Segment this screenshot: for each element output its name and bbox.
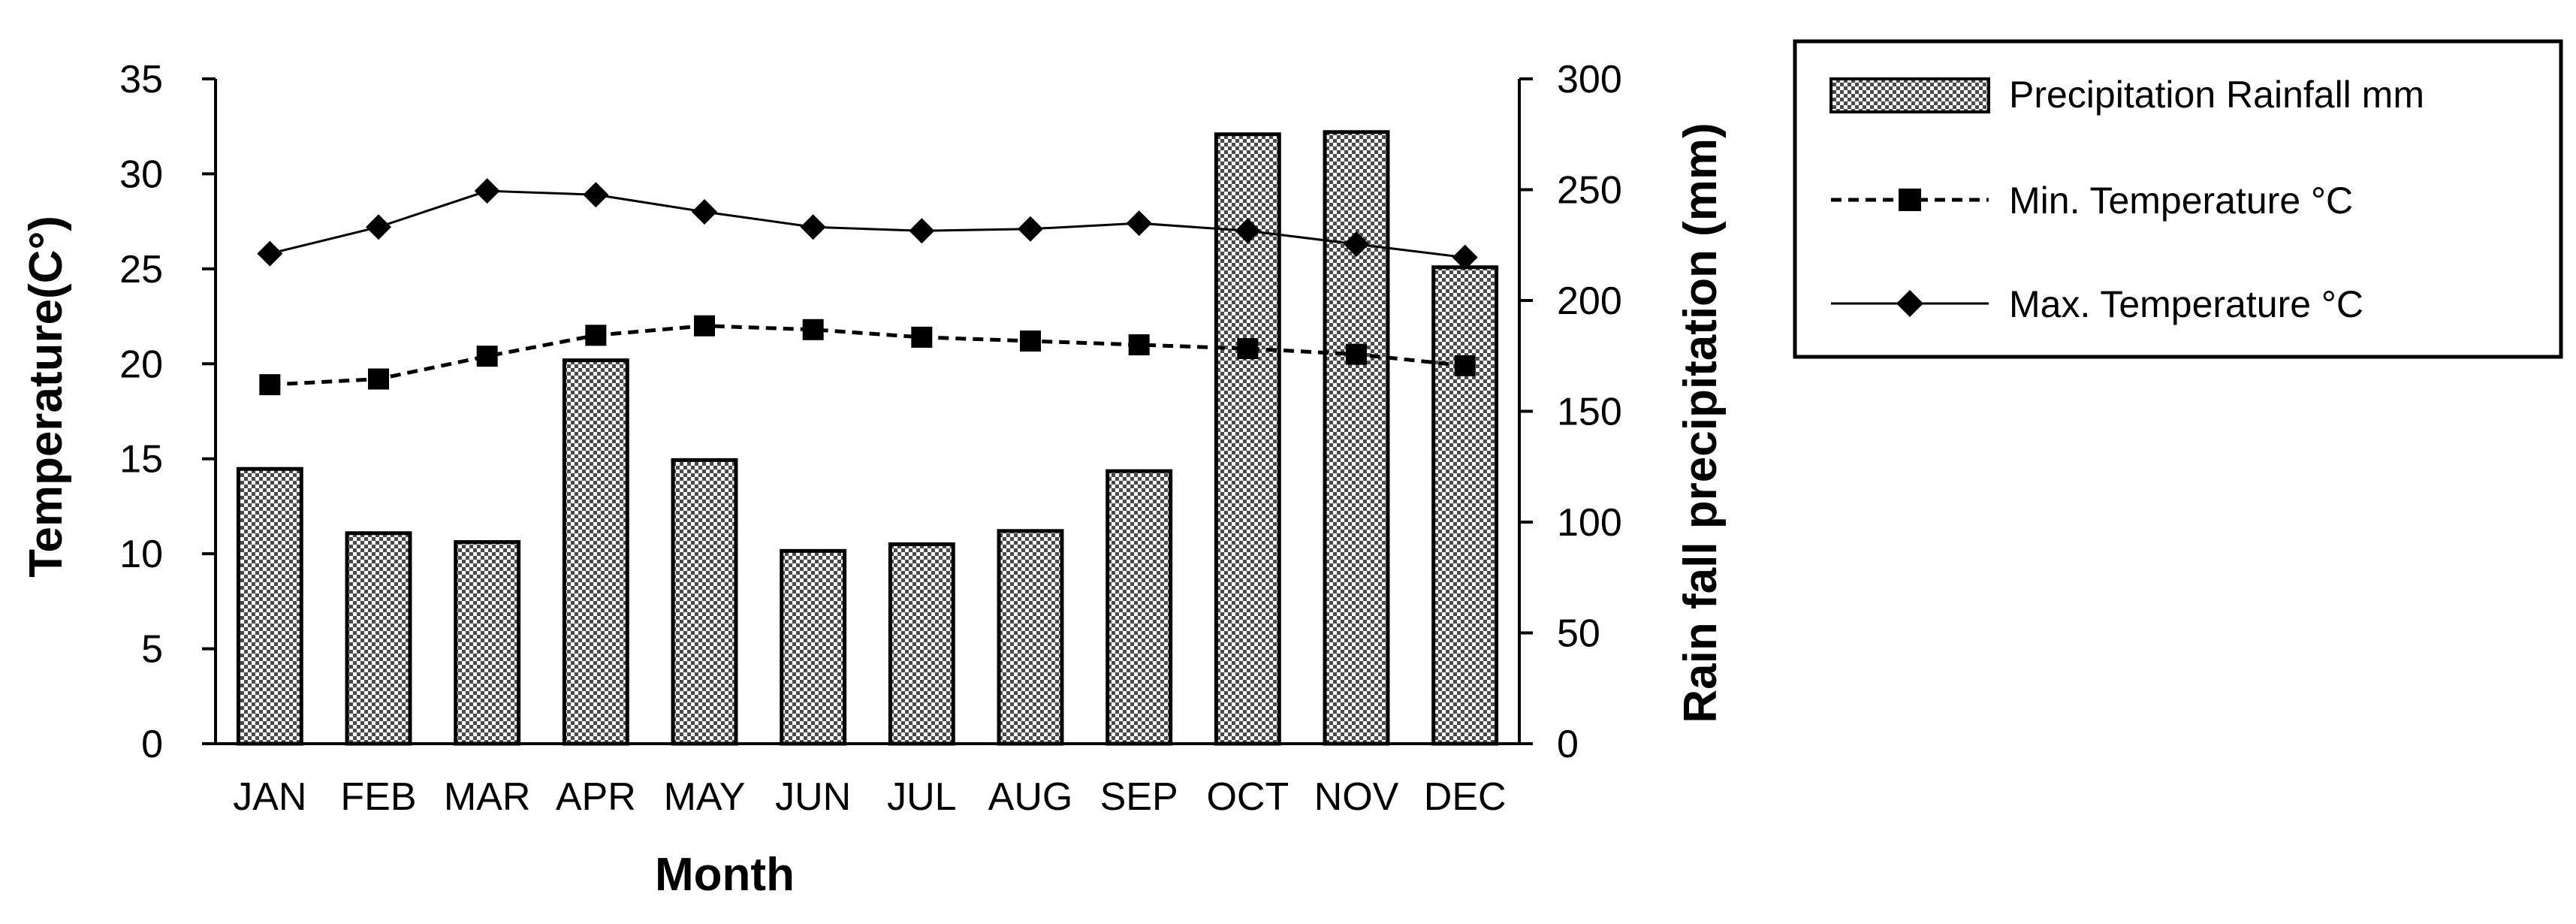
x-tick-label-oct: OCT	[1206, 775, 1289, 819]
y-tick-label: 5	[141, 628, 163, 672]
x-tick-label-nov: NOV	[1314, 775, 1399, 819]
min-temp-point-jan	[259, 374, 281, 396]
x-tick-label-feb: FEB	[340, 775, 416, 819]
max-temp-point-aug	[1018, 216, 1043, 242]
max-temp-point-jul	[909, 218, 935, 244]
max-temp-point-sep	[1126, 210, 1152, 237]
y2-tick-label: 200	[1557, 279, 1622, 323]
precip-bar-nov	[1323, 130, 1390, 746]
max-temp-point-apr	[583, 182, 609, 208]
y-tick-label: 25	[119, 248, 163, 291]
temperature-lines	[257, 178, 1478, 396]
x-tick-label-may: MAY	[664, 775, 746, 819]
y-tick-label: 20	[119, 343, 163, 386]
min-temp-point-dec	[1454, 355, 1476, 376]
min-temp-point-jul	[911, 326, 933, 348]
x-tick-label-dec: DEC	[1424, 775, 1507, 819]
min-temp-point-jun	[802, 319, 824, 340]
x-tick-label-sep: SEP	[1100, 775, 1178, 819]
min-temp-point-nov	[1346, 343, 1367, 365]
min-temp-point-aug	[1020, 330, 1041, 352]
max-temp-point-nov	[1344, 231, 1369, 257]
y-axis-title: Temperature(C°)	[20, 216, 72, 578]
y-tick-label: 35	[119, 58, 163, 101]
tick-labels: 0 5 10 15 20 25 30 35 0 50 100 150 200 250 300 JAN FEB MA…	[119, 58, 1622, 819]
x-tick-label-apr: APR	[556, 775, 636, 819]
min-temp-point-mar	[476, 346, 498, 367]
min-temp-point-feb	[368, 368, 389, 390]
x-tick-label-jan: JAN	[233, 775, 306, 819]
max-temp-point-feb	[366, 214, 391, 240]
precip-bar-feb	[345, 531, 412, 746]
max-temp-point-may	[692, 199, 717, 225]
y2-tick-label: 300	[1557, 58, 1622, 101]
max-temp-point-oct	[1235, 218, 1261, 244]
precip-bar-aug	[997, 529, 1064, 746]
y-tick-label: 10	[119, 533, 163, 576]
max-temp-point-jun	[800, 214, 826, 240]
legend-label-max-temp: Max. Temperature °C	[2009, 283, 2363, 325]
precip-bar-jul	[888, 542, 955, 746]
precip-bar-sep	[1106, 469, 1173, 746]
y-tick-label: 30	[119, 152, 163, 196]
precip-bar-may	[671, 457, 738, 746]
legend-marker-max-temp	[1896, 290, 1923, 317]
precip-bar-jan	[236, 467, 303, 746]
y-tick-label: 15	[119, 438, 163, 482]
chart-axes	[202, 77, 1533, 745]
legend-swatch-precipitation	[1829, 77, 1990, 113]
y2-tick-label: 100	[1557, 501, 1622, 545]
legend-marker-min-temp	[1899, 189, 1921, 211]
precip-bar-dec	[1431, 265, 1499, 746]
y2-tick-label: 150	[1557, 391, 1622, 434]
y2-tick-label: 250	[1557, 169, 1622, 213]
precipitation-bars	[236, 130, 1499, 746]
precip-bar-apr	[562, 358, 629, 746]
min-temp-point-may	[694, 315, 715, 337]
x-tick-label-jul: JUL	[887, 775, 956, 819]
legend-label-precipitation: Precipitation Rainfall mm	[2009, 74, 2424, 116]
y2-axis-title: Rain fall precipitation (mm)	[1675, 122, 1727, 723]
y2-tick-label: 50	[1557, 612, 1600, 656]
min-temp-point-apr	[585, 325, 607, 346]
precip-bar-mar	[454, 540, 521, 746]
max-temp-point-mar	[474, 178, 500, 204]
x-tick-label-jun: JUN	[775, 775, 851, 819]
min-temp-line	[270, 324, 1465, 387]
max-temp-point-jan	[257, 240, 283, 267]
y-tick-label: 0	[141, 723, 163, 766]
legend-label-min-temp: Min. Temperature °C	[2009, 180, 2353, 222]
x-tick-label-aug: AUG	[988, 775, 1073, 819]
x-axis-title: Month	[655, 849, 795, 901]
y2-tick-label: 0	[1557, 723, 1579, 766]
min-temp-point-sep	[1128, 334, 1150, 355]
max-temp-point-dec	[1452, 244, 1478, 270]
max-temp-line	[269, 189, 1465, 259]
x-tick-label-mar: MAR	[444, 775, 531, 819]
min-temp-point-oct	[1237, 338, 1259, 360]
precip-bar-jun	[780, 548, 847, 746]
legend: Precipitation Rainfall mm Min. Temperatu…	[1793, 39, 2563, 359]
